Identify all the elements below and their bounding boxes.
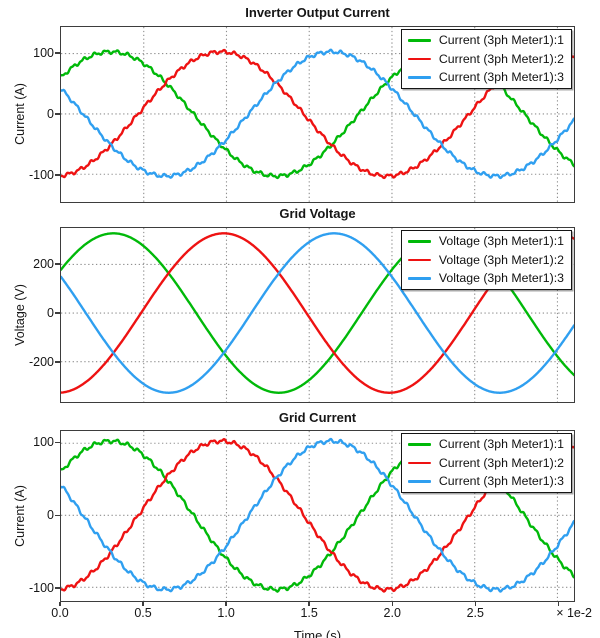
legend-line-swatch	[407, 258, 431, 262]
y-tick-label: -100	[28, 581, 54, 596]
legend-entry: Current (3ph Meter1):3	[407, 68, 564, 87]
legend-entry-label: Current (3ph Meter1):1	[438, 437, 564, 452]
legend-entry-label: Voltage (3ph Meter1):2	[438, 252, 564, 267]
y-tick-mark	[55, 174, 60, 176]
plot-title-inverter-output-current: Inverter Output Current	[245, 5, 390, 20]
legend-1[interactable]: Current (3ph Meter1):1 Current (3ph Meter…	[400, 29, 572, 89]
x-tick-label: 0.0	[51, 606, 69, 620]
y-tick-mark	[55, 441, 60, 444]
plot-title-grid-current: Grid Current	[278, 410, 357, 425]
y-tick-mark	[55, 52, 60, 54]
y-tick-label: 0	[47, 508, 54, 523]
plot-title-grid-voltage: Grid Voltage	[279, 206, 356, 221]
x-tick-label: 0.5	[134, 606, 152, 620]
y-tick-label: -100	[28, 167, 54, 182]
x-tick-mark	[225, 602, 227, 606]
x-axis-title: Time (s)	[293, 628, 342, 638]
legend-line-swatch	[407, 239, 431, 243]
legend-entry-label: Voltage (3ph Meter1):1	[438, 234, 564, 249]
x-tick-label: 1.0	[217, 606, 235, 620]
legend-entry-label: Current (3ph Meter1):3	[438, 70, 564, 85]
x-tick-mark	[59, 602, 61, 606]
x-tick-mark	[308, 602, 310, 606]
x-tick-mark	[391, 602, 393, 606]
waveform-line	[61, 48, 574, 180]
legend-entry-label: Voltage (3ph Meter1):3	[438, 271, 564, 286]
y-tick-mark	[55, 361, 60, 363]
legend-entry: Voltage (3ph Meter1):3	[407, 269, 564, 288]
legend-line-swatch	[407, 480, 431, 483]
legend-entry-label: Current (3ph Meter1):2	[438, 51, 564, 66]
legend-entry-label: Current (3ph Meter1):3	[438, 474, 564, 489]
legend-line-swatch	[407, 442, 431, 446]
plot-area-inverter-output-current[interactable]: Current (3ph Meter1):1 Current (3ph Meter…	[60, 26, 575, 203]
plot-area-grid-current[interactable]: Current (3ph Meter1):1 Current (3ph Meter…	[60, 430, 575, 602]
waveform-line	[61, 437, 574, 593]
y-tick-label: 0	[47, 306, 54, 321]
x-tick-mark	[142, 602, 144, 606]
x-axis-multiplier: × 1e-2	[556, 606, 592, 620]
y-tick-mark	[55, 263, 60, 265]
y-tick-label: 100	[33, 435, 54, 450]
legend-entry: Current (3ph Meter1):3	[407, 472, 564, 491]
legend-3[interactable]: Current (3ph Meter1):1 Current (3ph Meter…	[400, 433, 572, 493]
y-tick-label: -200	[28, 355, 54, 370]
x-tick-label: 2.0	[383, 606, 401, 620]
y-tick-label: 100	[33, 45, 54, 60]
legend-entry-label: Current (3ph Meter1):2	[438, 455, 564, 470]
y-tick-label: 200	[33, 256, 54, 271]
plot-area-grid-voltage[interactable]: Voltage (3ph Meter1):1 Voltage (3ph Meter…	[60, 227, 575, 403]
x-tick-label: 2.5	[466, 606, 484, 620]
legend-entry: Voltage (3ph Meter1):2	[407, 251, 564, 270]
legend-entry: Current (3ph Meter1):2	[407, 454, 564, 473]
y-tick-label: 0	[47, 106, 54, 121]
legend-2[interactable]: Voltage (3ph Meter1):1 Voltage (3ph Meter…	[400, 230, 572, 290]
legend-entry: Current (3ph Meter1):2	[407, 50, 564, 69]
legend-entry: Current (3ph Meter1):1	[407, 31, 564, 50]
x-tick-mark	[557, 602, 560, 606]
x-tick-label: 1.5	[300, 606, 318, 620]
y-tick-mark	[55, 312, 60, 314]
y-tick-mark	[55, 587, 60, 589]
y-tick-mark	[55, 514, 60, 517]
legend-line-swatch	[407, 57, 431, 61]
legend-line-swatch	[407, 76, 431, 79]
legend-entry-label: Current (3ph Meter1):1	[438, 33, 564, 48]
waveform-line	[61, 48, 574, 180]
legend-entry: Voltage (3ph Meter1):1	[407, 232, 564, 251]
legend-line-swatch	[407, 277, 431, 280]
x-tick-mark	[474, 602, 477, 606]
legend-line-swatch	[407, 461, 431, 465]
waveform-line	[61, 232, 574, 394]
legend-line-swatch	[407, 38, 431, 42]
legend-entry: Current (3ph Meter1):1	[407, 435, 564, 454]
y-tick-mark	[55, 113, 60, 115]
